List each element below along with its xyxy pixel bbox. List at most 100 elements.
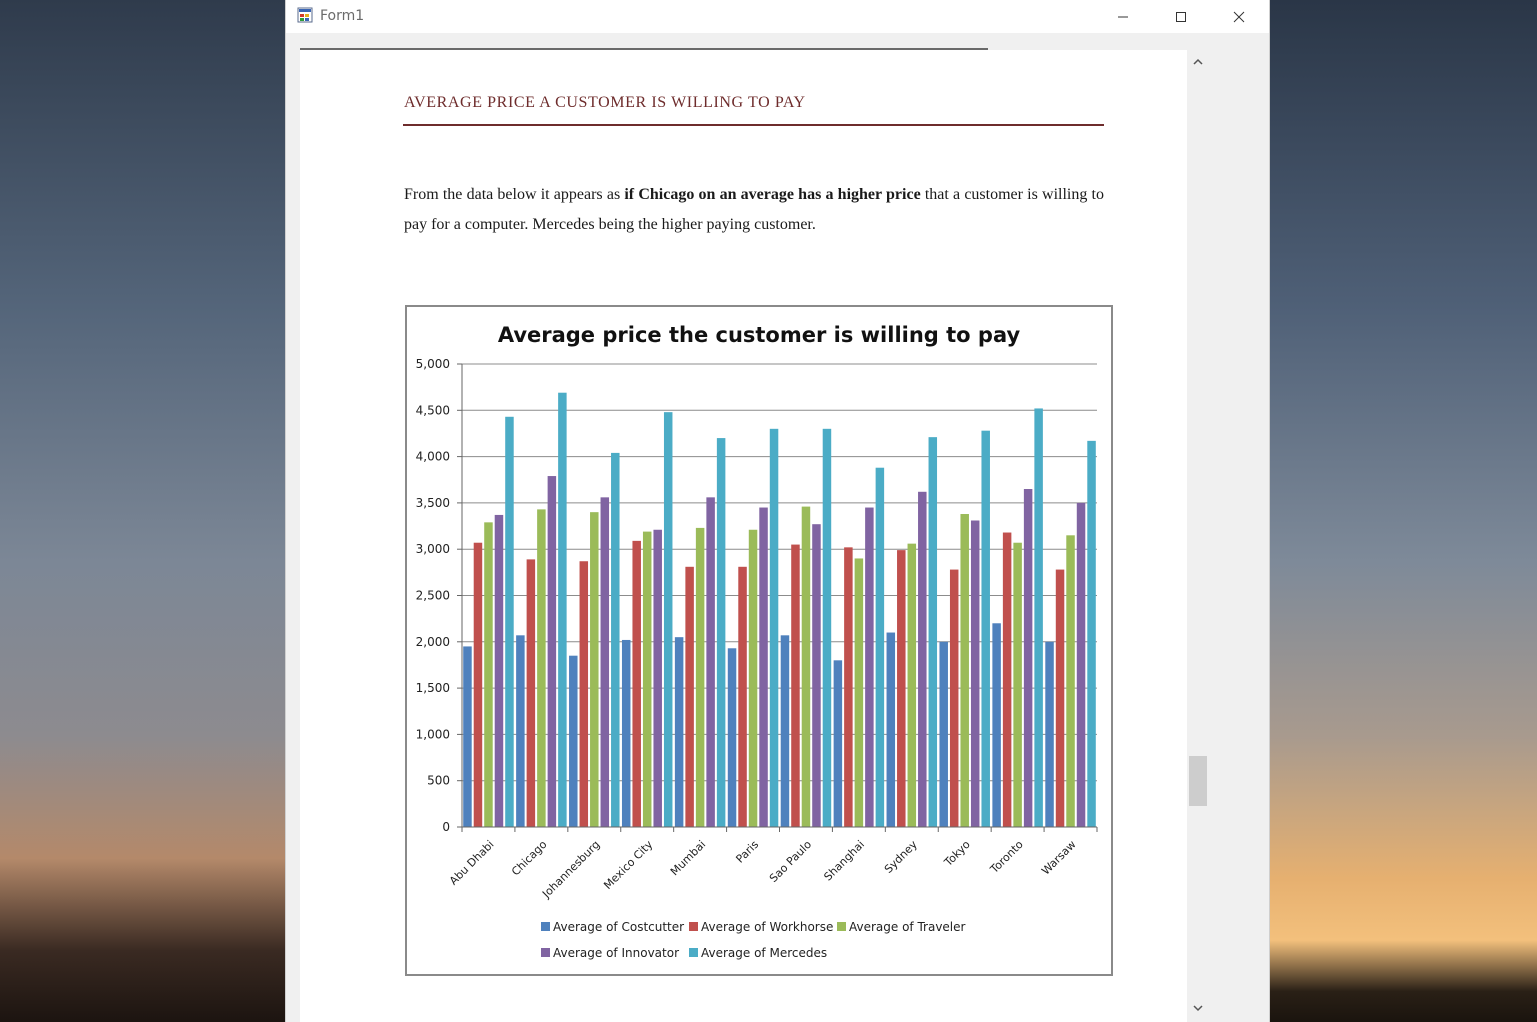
bar: [1023, 489, 1033, 827]
x-tick-label: Chicago: [509, 838, 550, 879]
bar: [494, 514, 504, 827]
x-tick-label: Sao Paulo: [767, 838, 814, 885]
y-tick-label: 4,000: [416, 450, 450, 464]
maximize-icon: [1176, 11, 1186, 22]
bar: [822, 428, 832, 827]
y-tick-label: 1,000: [416, 727, 450, 741]
bar: [939, 641, 948, 827]
x-tick-label: Toronto: [987, 838, 1026, 877]
x-tick-label: Tokyo: [941, 838, 973, 870]
paragraph-text-2: that a customer is willing to pay for a …: [404, 186, 1104, 233]
bar: [759, 507, 768, 827]
vertical-scrollbar[interactable]: [1187, 50, 1208, 1022]
bar: [695, 527, 705, 827]
bar: [706, 497, 715, 827]
bar: [569, 655, 578, 827]
close-button[interactable]: [1210, 0, 1268, 33]
app-form-icon: [297, 7, 313, 23]
document-viewer[interactable]: AVERAGE PRICE A CUSTOMER IS WILLING TO P…: [300, 50, 1187, 1022]
title-bar[interactable]: Form1: [286, 0, 1269, 33]
bar: [537, 509, 546, 827]
x-tick-label: Mexico City: [601, 838, 655, 892]
maximize-button[interactable]: [1152, 0, 1210, 33]
bar: [685, 566, 694, 827]
body-paragraph: From the data below it appears as if Chi…: [404, 180, 1104, 240]
bar: [590, 512, 599, 827]
bar: [663, 412, 673, 827]
bar: [653, 529, 662, 827]
bar: [928, 437, 938, 827]
bar: [505, 416, 514, 827]
bar: [632, 540, 641, 827]
bar: [1034, 408, 1043, 827]
bar: [516, 635, 525, 827]
bar: [886, 632, 896, 827]
x-tick-label: Mumbai: [668, 838, 708, 878]
bar: [1076, 502, 1086, 827]
bar: [1087, 440, 1096, 827]
chart-container: Average price the customer is willing to…: [405, 305, 1113, 976]
bar: [484, 522, 493, 827]
bar-chart: Average price the customer is willing to…: [416, 323, 1098, 960]
bar: [844, 547, 853, 827]
legend-swatch: [689, 948, 698, 957]
bar: [674, 637, 684, 827]
bar: [992, 623, 1001, 827]
minimize-button[interactable]: [1094, 0, 1152, 33]
document-top-rule: [300, 48, 988, 50]
chevron-down-icon: [1192, 1005, 1203, 1012]
bar: [547, 476, 557, 827]
bar: [854, 558, 864, 827]
desktop-wallpaper-left: [0, 0, 285, 1022]
y-tick-label: 3,500: [416, 496, 450, 510]
paragraph-bold-text: if Chicago on an average has a higher pr…: [624, 186, 921, 203]
legend-label: Average of Costcutter: [553, 920, 684, 934]
x-tick-label: Paris: [733, 838, 761, 866]
bar: [600, 497, 610, 827]
scroll-thumb[interactable]: [1189, 756, 1207, 806]
section-heading: AVERAGE PRICE A CUSTOMER IS WILLING TO P…: [404, 94, 806, 111]
bar: [1066, 535, 1075, 827]
bar: [812, 524, 821, 827]
heading-underline: [403, 124, 1104, 126]
bar: [801, 506, 811, 827]
bar: [1045, 641, 1054, 827]
legend-label: Average of Mercedes: [701, 946, 827, 960]
minimize-icon: [1118, 16, 1128, 17]
y-tick-label: 3,000: [416, 542, 450, 556]
bar: [918, 491, 927, 827]
y-tick-label: 500: [427, 774, 450, 788]
x-tick-label: Abu Dhabi: [447, 838, 497, 888]
bar: [579, 561, 589, 827]
bar: [716, 438, 726, 827]
bar: [907, 543, 917, 827]
bar: [642, 531, 652, 827]
bar: [897, 550, 906, 827]
bar: [621, 639, 631, 827]
x-tick-label: Shanghai: [821, 838, 867, 884]
y-tick-label: 5,000: [416, 357, 450, 371]
legend-swatch: [837, 922, 846, 931]
legend-label: Average of Workhorse: [701, 920, 833, 934]
bar: [748, 529, 758, 827]
y-tick-label: 0: [442, 820, 450, 834]
window-title: Form1: [320, 8, 365, 24]
bar: [780, 635, 790, 827]
bar: [1055, 569, 1065, 827]
desktop-wallpaper-right: [1270, 0, 1537, 1022]
legend-swatch: [541, 922, 550, 931]
legend-swatch: [541, 948, 550, 957]
bar: [791, 544, 800, 827]
bar: [1013, 542, 1022, 827]
bar: [738, 566, 747, 827]
y-tick-label: 4,500: [416, 403, 450, 417]
x-tick-label: Sydney: [882, 838, 920, 876]
chart-title: Average price the customer is willing to…: [498, 323, 1021, 347]
chevron-up-icon: [1192, 58, 1203, 65]
paragraph-text-1: From the data below it appears as: [404, 186, 625, 203]
bar: [833, 660, 843, 827]
form1-window: Form1 AVERAGE PRICE A CUSTOMER IS WILLIN…: [285, 0, 1270, 1022]
scroll-up-button[interactable]: [1187, 54, 1208, 70]
scroll-down-button[interactable]: [1187, 1000, 1208, 1016]
bar: [875, 467, 885, 827]
